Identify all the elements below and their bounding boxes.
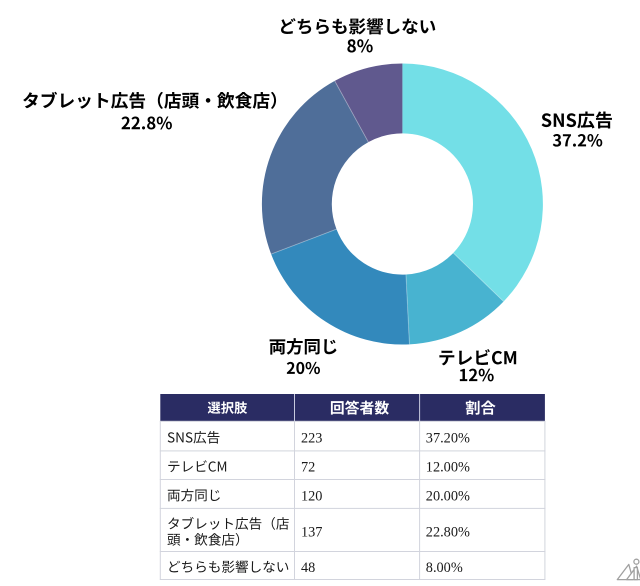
- svg-text:223: 223: [301, 430, 322, 446]
- svg-text:48: 48: [301, 560, 315, 576]
- svg-text:20.00%: 20.00%: [426, 488, 470, 504]
- svg-text:22.80%: 22.80%: [426, 524, 470, 540]
- svg-text:120: 120: [301, 488, 322, 504]
- svg-text:12.00%: 12.00%: [426, 460, 470, 476]
- svg-text:72: 72: [301, 460, 315, 476]
- svg-text:137: 137: [301, 524, 322, 540]
- svg-text:8.00%: 8.00%: [426, 560, 463, 576]
- svg-text:37.20%: 37.20%: [426, 430, 470, 446]
